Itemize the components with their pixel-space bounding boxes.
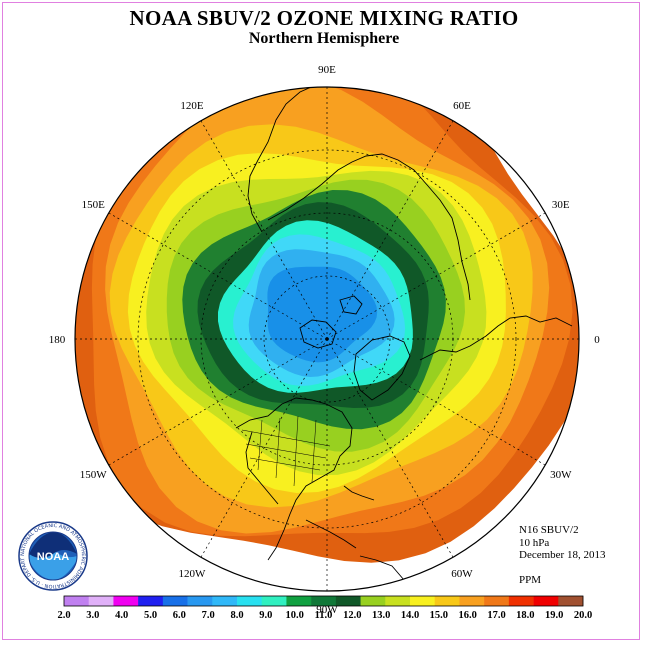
colorbar-tick-label: 2.0	[57, 610, 70, 621]
ozone-field	[75, 87, 579, 563]
longitude-label: 90W	[316, 604, 338, 616]
colorbar-swatch	[459, 596, 485, 606]
coastline-europe	[419, 315, 573, 361]
colorbar-tick-label: 5.0	[144, 610, 157, 621]
colorbar-tick-label: 8.0	[230, 610, 243, 621]
colorbar-tick-label: 20.0	[574, 610, 592, 621]
colorbar-swatch	[385, 596, 411, 606]
colorbar-swatch	[64, 596, 90, 606]
colorbar-tick-label: 9.0	[259, 610, 272, 621]
colorbar-swatch	[311, 596, 337, 606]
page-title: NOAA SBUV/2 OZONE MIXING RATIO	[129, 6, 519, 30]
longitude-label: 150W	[80, 469, 108, 481]
colorbar-tick-label: 15.0	[430, 610, 448, 621]
longitude-label: 30E	[552, 199, 570, 211]
colorbar-swatch	[434, 596, 460, 606]
colorbar-swatch	[237, 596, 263, 606]
colorbar-tick-label: 11.0	[315, 610, 333, 621]
coastlines	[235, 87, 573, 591]
longitude-labels: 90E 60E 30E 0 30W 60W 90W 120W 150W 180 150E 120E	[49, 64, 601, 616]
map-boundary	[74, 86, 580, 592]
colorbar-swatch	[360, 596, 386, 606]
colorbar-tick-label: 16.0	[459, 610, 477, 621]
longitude-label: 30W	[550, 469, 572, 481]
colorbar-tick-label: 6.0	[173, 610, 186, 621]
noaa-logo: NATIONAL OCEANIC AND ATMOSPHERIC ADMINIS…	[14, 516, 89, 597]
colorbar-tick-label: 14.0	[401, 610, 419, 621]
longitude-label: 120W	[179, 568, 207, 580]
page-subtitle: Northern Hemisphere	[248, 30, 400, 47]
colorbar-swatch	[335, 596, 361, 606]
units-label: PPM	[519, 574, 542, 586]
colorbar: 2.0 3.0 4.0 5.0 6.0 7.0 8.0 9.0 10.0 11.0 12.0 13.0…	[57, 595, 592, 621]
longitude-label: 150E	[82, 199, 106, 211]
colorbar-tick-label: 13.0	[372, 610, 390, 621]
colorbar-swatch	[533, 596, 559, 606]
coastline-north-america	[235, 397, 353, 561]
colorbar-tick-label: 4.0	[115, 610, 128, 621]
colorbar-swatch	[558, 596, 584, 606]
coastline-asia	[267, 153, 471, 301]
coastline-caribbean	[305, 485, 375, 549]
colorbar-tick-label: 10.0	[286, 610, 304, 621]
meridian-line	[108, 338, 328, 466]
colorbar-tick-label: 19.0	[545, 610, 563, 621]
meridian-line	[200, 120, 328, 340]
meridian-line	[200, 338, 328, 558]
colorbar-swatch	[484, 596, 510, 606]
longitude-label: 60E	[453, 100, 471, 112]
colorbar-swatch	[286, 596, 312, 606]
longitude-label: 0	[594, 334, 600, 346]
graticule	[75, 87, 579, 591]
meridian-line	[326, 338, 546, 466]
colorbar-tick-label: 17.0	[487, 610, 505, 621]
us-state-grid	[241, 415, 331, 487]
colorbar-swatch	[138, 596, 164, 606]
colorbar-swatch	[88, 596, 114, 606]
info-block: N16 SBUV/2 10 hPa December 18, 2013	[519, 524, 605, 562]
meridian-line	[326, 212, 546, 340]
longitude-label: 120E	[180, 100, 204, 112]
colorbar-tick-label: 12.0	[343, 610, 361, 621]
meridian-line	[108, 212, 328, 340]
colorbar-swatch	[261, 596, 287, 606]
colorbar-tick-label: 18.0	[516, 610, 534, 621]
logo-text: NOAA	[37, 551, 69, 563]
coastline-greenland	[353, 335, 411, 401]
coastline-asia-east	[247, 87, 335, 233]
longitude-label: 60W	[451, 568, 473, 580]
colorbar-swatch	[508, 596, 534, 606]
colorbar-frame	[63, 595, 584, 607]
colorbar-tick-label: 3.0	[86, 610, 99, 621]
colorbar-swatch	[187, 596, 213, 606]
colorbar-tick-label: 7.0	[202, 610, 215, 621]
coastline-arctic-islands	[299, 295, 363, 349]
colorbar-swatch	[410, 596, 436, 606]
longitude-label: 90E	[318, 64, 336, 76]
pressure-level-label: 10 hPa	[519, 536, 550, 549]
ozone-band-13	[267, 266, 378, 363]
meridian-line	[326, 120, 454, 340]
noaa-seal-icon: NATIONAL OCEANIC AND ATMOSPHERIC ADMINIS…	[14, 516, 88, 591]
colorbar-swatch	[162, 596, 188, 606]
colorbar-swatch	[113, 596, 139, 606]
page-frame	[2, 2, 640, 640]
instrument-label: N16 SBUV/2	[519, 524, 579, 536]
longitude-label: 180	[49, 334, 66, 346]
date-label: December 18, 2013	[519, 549, 606, 561]
latitude-circle-1	[263, 275, 391, 403]
latitude-circle-3	[137, 149, 517, 529]
colorbar-swatch	[212, 596, 238, 606]
meridian-line	[326, 338, 454, 558]
